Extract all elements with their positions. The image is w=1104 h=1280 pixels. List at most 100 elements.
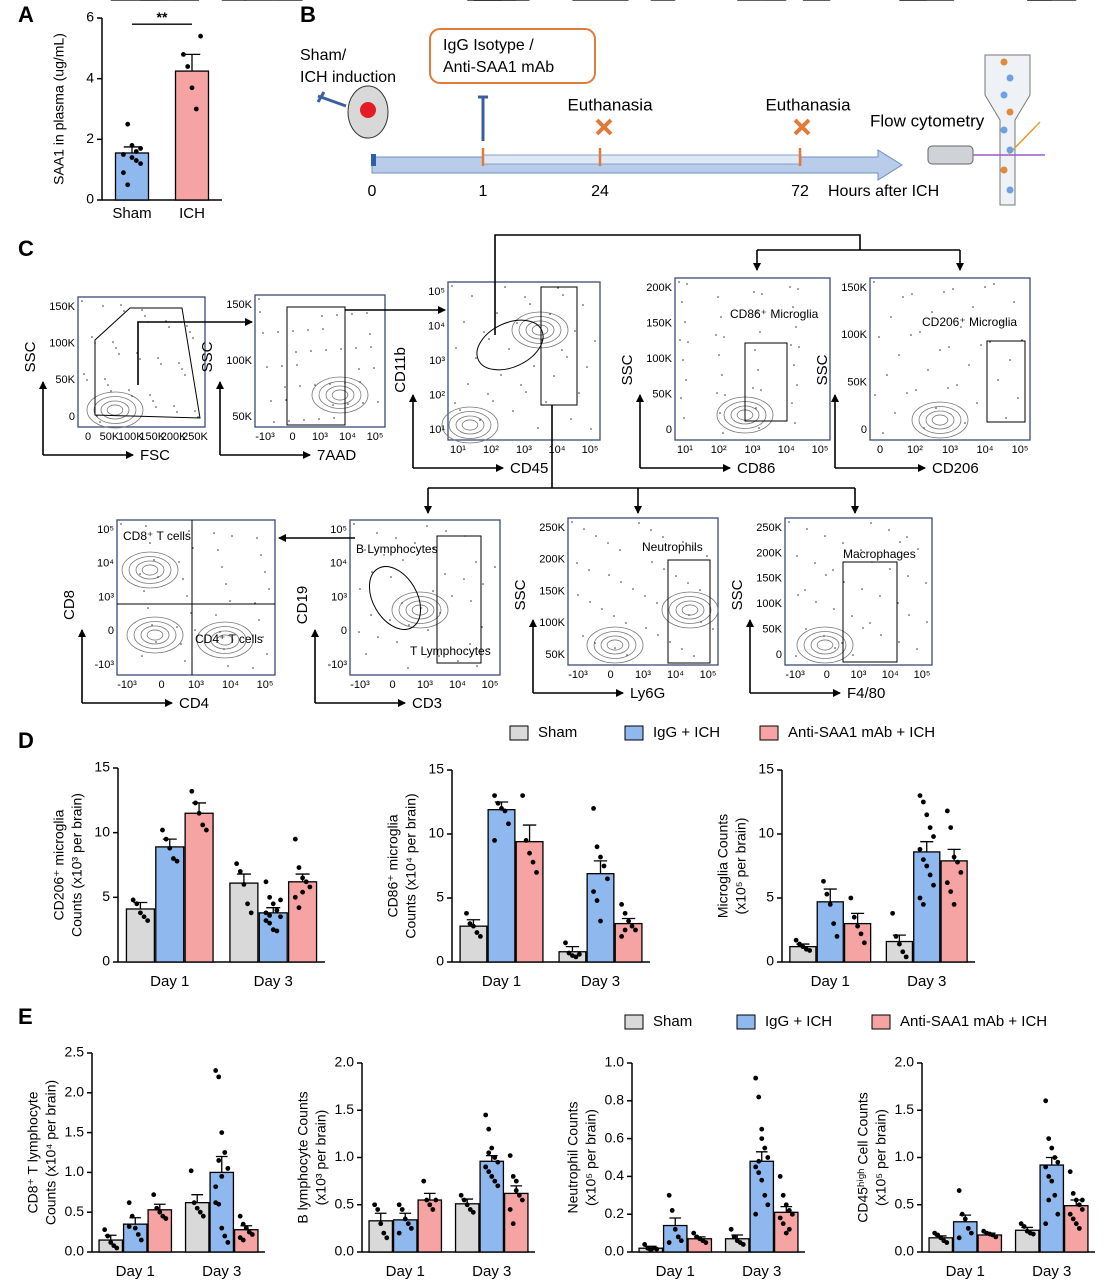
- contour: [325, 385, 355, 405]
- y-tick-label: 0: [108, 625, 114, 637]
- data-point: [470, 1209, 476, 1215]
- data-point: [666, 1192, 672, 1198]
- x-axis-label: CD86: [737, 460, 775, 477]
- data-point: [203, 827, 209, 833]
- contour: [398, 596, 442, 624]
- y-axis-label: CD8: [61, 590, 78, 620]
- contour: [391, 591, 449, 629]
- event-dot: [578, 392, 580, 394]
- event-dot: [402, 559, 404, 561]
- event-dot: [566, 356, 568, 358]
- event-dot: [487, 393, 489, 395]
- event-dot: [882, 432, 884, 434]
- legend-label: Anti-SAA1 mAb + ICH: [788, 724, 935, 741]
- event-dot: [525, 391, 527, 393]
- legend-swatch: [759, 725, 779, 741]
- panel-label: D: [18, 728, 34, 753]
- event-dot: [669, 641, 671, 643]
- contour: [600, 635, 630, 655]
- event-dot: [266, 366, 268, 368]
- event-dot: [476, 665, 478, 667]
- event-dot: [194, 410, 196, 412]
- x-tick-label: Day 3: [472, 1263, 511, 1280]
- data-point: [753, 1164, 759, 1170]
- y-tick-label: 50K: [55, 374, 75, 386]
- data-point: [506, 821, 511, 827]
- data-point: [753, 1211, 759, 1217]
- data-point: [965, 1225, 971, 1231]
- data-point: [102, 1227, 108, 1233]
- data-point: [263, 918, 269, 924]
- event-dot: [683, 417, 685, 419]
- x-tick-label: 10⁵: [367, 431, 384, 443]
- x-tick-label: Day 1: [386, 1263, 425, 1280]
- event-dot: [128, 389, 130, 391]
- event-dot: [407, 667, 409, 669]
- data-point: [135, 1232, 141, 1237]
- event-label: Euthanasia: [567, 95, 653, 114]
- event-dot: [684, 321, 686, 323]
- data-point: [191, 1200, 197, 1206]
- event-label: Euthanasia: [765, 95, 851, 114]
- event-dot: [927, 369, 929, 371]
- data-point: [189, 788, 195, 794]
- event-dot: [601, 608, 603, 610]
- data-point: [197, 1209, 203, 1215]
- x-tick-label: 10¹: [677, 444, 693, 456]
- error-bar: [593, 860, 608, 874]
- data-point: [510, 1174, 516, 1179]
- data-point: [292, 894, 298, 900]
- data-point: [1079, 1197, 1085, 1203]
- y-tick-label: 2.5: [65, 1044, 85, 1060]
- data-point: [274, 907, 280, 913]
- event-dot: [716, 392, 718, 394]
- y-tick-label: 1.0: [335, 1148, 355, 1164]
- data-point: [300, 889, 305, 895]
- x-tick-label: 10⁴: [222, 679, 239, 691]
- data-point: [1046, 1136, 1052, 1141]
- y-tick-label: 15: [428, 761, 444, 777]
- event-dot: [571, 521, 573, 523]
- data-point: [125, 182, 131, 188]
- data-point: [225, 1166, 231, 1171]
- data-point: [467, 1207, 473, 1212]
- significance-label: *: [182, 0, 188, 7]
- data-point: [958, 870, 964, 875]
- x-tick-label: 10⁴: [667, 669, 684, 681]
- event-dot: [99, 421, 101, 423]
- error-bar: [920, 841, 934, 852]
- data-point: [1043, 1221, 1049, 1227]
- bar: [503, 1192, 529, 1253]
- event-cross: [793, 118, 811, 136]
- legend-label: Anti-SAA1 mAb + ICH: [900, 1013, 1047, 1030]
- data-point: [598, 854, 603, 860]
- contour: [128, 556, 172, 584]
- data-point: [486, 1169, 492, 1175]
- data-point: [130, 897, 136, 903]
- event-dot: [576, 562, 578, 564]
- event-dot: [717, 296, 719, 298]
- data-point: [920, 799, 926, 805]
- data-point: [654, 1246, 660, 1252]
- data-point: [731, 1234, 737, 1240]
- event-dot: [149, 394, 151, 396]
- data-point: [780, 1221, 786, 1227]
- y-tick-label: 50K: [652, 388, 672, 400]
- event-dot: [467, 383, 469, 385]
- data-point: [296, 905, 302, 911]
- gate: [476, 319, 544, 371]
- data-point: [762, 1192, 768, 1198]
- data-point: [174, 858, 180, 864]
- data-point: [1021, 1224, 1027, 1229]
- x-axis-label: FSC: [140, 447, 170, 464]
- bar: [229, 882, 259, 963]
- data-point: [1046, 1197, 1052, 1203]
- event-dot: [325, 349, 327, 351]
- data-point: [1067, 1169, 1073, 1175]
- event-dot: [795, 326, 797, 328]
- event-dot: [694, 548, 696, 550]
- bar: [287, 881, 318, 963]
- event-dot: [463, 321, 465, 323]
- event-dot: [475, 561, 477, 563]
- event-dot: [155, 406, 157, 408]
